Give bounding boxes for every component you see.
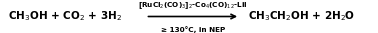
Text: [RuCl$_2$(CO)$_3$]$_2$-Co$_4$(CO)$_{12}$-LiI: [RuCl$_2$(CO)$_3$]$_2$-Co$_4$(CO)$_{12}$… <box>138 0 248 11</box>
Text: CH$_3$OH + CO$_2$ + 3H$_2$: CH$_3$OH + CO$_2$ + 3H$_2$ <box>8 10 122 23</box>
Text: CH$_3$CH$_2$OH + 2H$_2$O: CH$_3$CH$_2$OH + 2H$_2$O <box>248 10 355 23</box>
Text: ≥ 130°C, in NEP: ≥ 130°C, in NEP <box>161 26 225 33</box>
